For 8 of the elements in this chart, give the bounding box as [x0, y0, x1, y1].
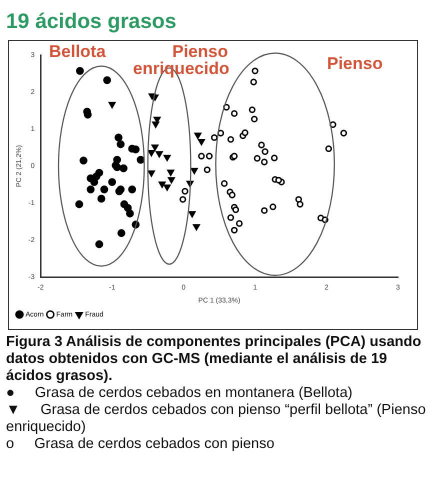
annotation: Bellota: [49, 42, 106, 61]
annotation: Pienso: [327, 54, 383, 73]
text: ● Grasa de cerdos cebados en montanera (Bellota): [6, 385, 354, 402]
text: Figura 3 Análisis de componentes principales (PCA) usando datos obtenidos con GC-MS (mediante el análisis de 19 ácidos grasos).: [6, 334, 422, 385]
chart-title: 19 ácidos grasos: [5, 9, 178, 35]
annotation: Pienso enriquecido: [133, 42, 230, 78]
text: o Grasa de cerdos cebados con pienso: [6, 436, 276, 453]
text: ▼ Grasa de cerdos cebados con pienso “perfil bellota” (Pienso enriquecido): [6, 402, 426, 436]
